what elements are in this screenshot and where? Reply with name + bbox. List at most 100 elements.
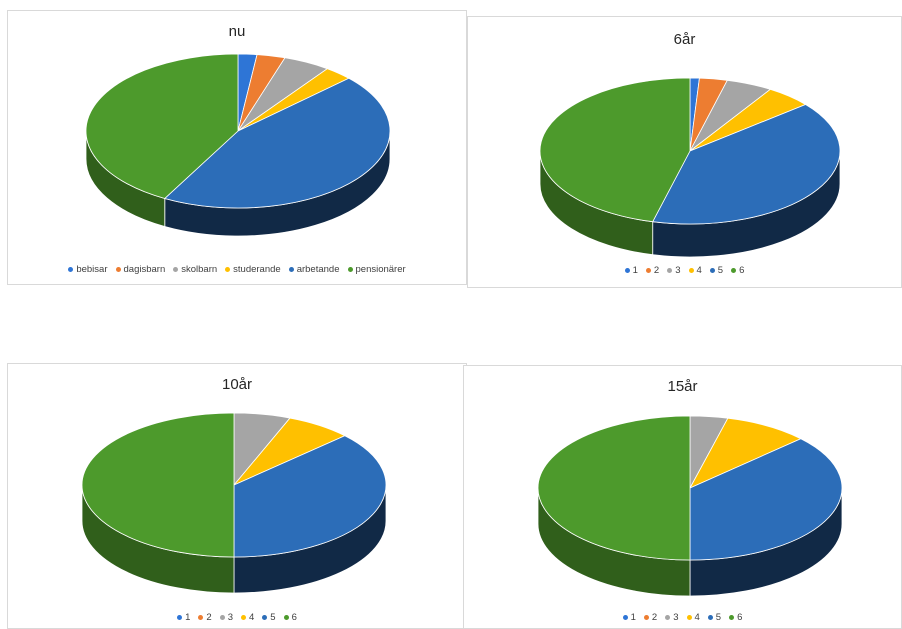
pie-top: [539, 77, 841, 225]
legend-label: dagisbarn: [123, 264, 166, 275]
pie-chart: [81, 412, 387, 594]
legend-label: studerande: [233, 264, 281, 275]
legend-swatch: [643, 615, 649, 620]
legend-label: 6: [737, 612, 743, 623]
pie-top: [85, 53, 391, 209]
legend-label: 1: [630, 612, 636, 623]
legend-item: 6: [729, 612, 742, 623]
legend-swatch: [219, 615, 225, 620]
pie-slice-6: [537, 415, 691, 561]
legend-swatch: [707, 615, 713, 620]
legend-item: 6: [283, 612, 297, 623]
chart-panel-10ar: 10år 1 2 3 4 5 6: [7, 363, 467, 629]
legend-swatch: [173, 267, 179, 272]
legend-item: 5: [709, 265, 724, 276]
legend-swatch: [241, 615, 246, 620]
chart-legend: 1 2 3 4 5 6: [468, 265, 901, 276]
chart-title: 15år: [667, 378, 698, 395]
chart-title: nu: [228, 23, 246, 40]
legend-swatch: [262, 615, 268, 620]
legend-item: 6: [731, 265, 744, 276]
legend-swatch: [198, 615, 204, 620]
legend-swatch: [347, 267, 353, 272]
chart-panel-nu: nu bebisar dagisbarn skolbarn studerande arb…: [7, 10, 467, 285]
pie-slice-5: [233, 435, 387, 558]
pie-slice-5: [689, 438, 843, 561]
legend-label: 3: [675, 265, 681, 276]
legend-item: dagisbarn: [115, 264, 166, 275]
legend-swatch: [177, 615, 183, 620]
legend-item: 1: [622, 612, 636, 623]
chart-legend: 1 2 3 4 5 6: [464, 612, 901, 623]
legend-item: 3: [219, 612, 233, 623]
legend-label: 2: [206, 612, 212, 623]
legend-item: 2: [643, 612, 658, 623]
legend-item: pensionärer: [347, 264, 406, 275]
legend-label: skolbarn: [181, 264, 218, 275]
legend-label: 3: [227, 612, 233, 623]
legend-swatch: [709, 268, 715, 273]
legend-swatch: [283, 615, 289, 620]
legend-swatch: [225, 267, 231, 272]
legend-item: 3: [665, 612, 679, 623]
chart-title: 10år: [221, 376, 253, 393]
pie-slice-4: [689, 417, 802, 489]
legend-label: 4: [249, 612, 255, 623]
legend-item: bebisar: [68, 264, 108, 275]
legend-item: studerande: [225, 264, 281, 275]
legend-swatch: [288, 267, 294, 272]
legend-item: skolbarn: [173, 264, 217, 275]
legend-label: 3: [673, 612, 679, 623]
legend-item: 5: [707, 612, 722, 623]
legend-swatch: [622, 615, 628, 620]
legend-swatch: [645, 268, 651, 273]
legend-item: 1: [177, 612, 190, 623]
legend-item: 4: [241, 612, 254, 623]
legend-swatch: [729, 615, 735, 620]
legend-swatch: [68, 267, 74, 272]
legend-swatch: [667, 268, 673, 273]
legend-item: 1: [624, 265, 638, 276]
legend-label: 6: [291, 612, 297, 623]
chart-legend: 1 2 3 4 5 6: [8, 612, 466, 623]
legend-label: bebisar: [76, 264, 108, 275]
legend-label: arbetande: [296, 264, 340, 275]
legend-label: 5: [717, 265, 724, 276]
legend-item: arbetande: [288, 264, 340, 275]
pie-slice-6: [85, 53, 239, 199]
legend-label: 1: [185, 612, 191, 623]
chart-legend: bebisar dagisbarn skolbarn studerande arbeta…: [8, 264, 466, 275]
pie-slice-6: [81, 412, 235, 558]
legend-item: 3: [667, 265, 681, 276]
legend-swatch: [688, 268, 694, 273]
pie-slice-5: [652, 104, 841, 225]
pie-slice-5: [163, 77, 391, 209]
legend-label: 2: [651, 612, 658, 623]
legend-item: 5: [262, 612, 276, 623]
legend-label: 5: [715, 612, 722, 623]
legend-item: 4: [688, 265, 702, 276]
pie-chart: [85, 53, 391, 237]
legend-label: 6: [739, 265, 745, 276]
chart-panel-6ar: 6år 1 2 3 4 5 6: [467, 16, 902, 288]
legend-label: pensionärer: [355, 264, 406, 275]
legend-label: 4: [696, 265, 702, 276]
legend-swatch: [115, 267, 121, 272]
legend-swatch: [686, 615, 692, 620]
pie-top: [81, 412, 387, 558]
legend-item: 4: [686, 612, 700, 623]
pie-chart: [537, 415, 843, 597]
legend-swatch: [731, 268, 737, 273]
legend-label: 4: [694, 612, 700, 623]
pie-slice-6: [539, 77, 691, 223]
legend-label: 5: [270, 612, 276, 623]
legend-item: 2: [198, 612, 212, 623]
legend-item: 2: [645, 265, 660, 276]
chart-panel-15ar: 15år 1 2 3 4 5 6: [463, 365, 902, 629]
legend-label: 2: [653, 265, 660, 276]
pie-top: [537, 415, 843, 561]
legend-swatch: [665, 615, 671, 620]
pie-chart: [539, 77, 841, 258]
legend-swatch: [624, 268, 630, 273]
legend-label: 1: [632, 265, 638, 276]
